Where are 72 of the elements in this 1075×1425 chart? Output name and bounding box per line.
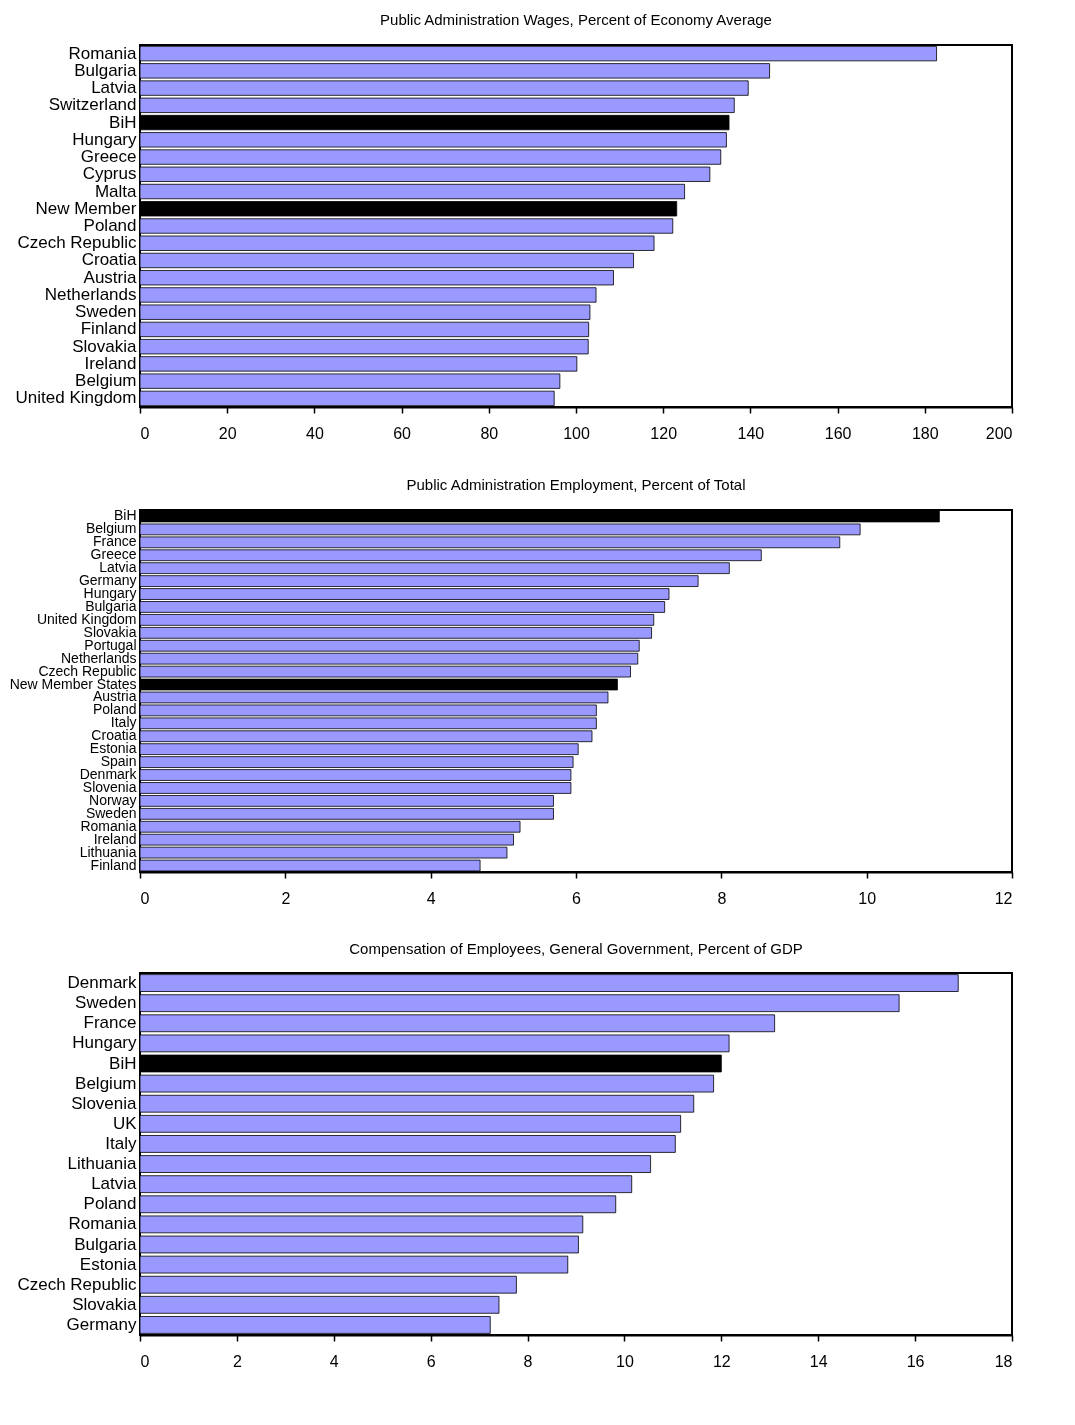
y-tick-label: BiH: [109, 112, 137, 132]
y-tick-label: Slovakia: [72, 1294, 138, 1314]
y-tick-label: France: [83, 1013, 137, 1033]
x-tick-label: 8: [717, 889, 727, 907]
y-tick-label: Latvia: [91, 78, 138, 98]
y-tick-label: Spain: [100, 753, 137, 770]
y-tick-label: Hungary: [72, 1033, 137, 1053]
chart-title: Public Administration Employment, Percent of Total: [406, 475, 746, 493]
x-tick-label: 120: [650, 424, 678, 442]
y-tick-label: Czech Republic: [17, 1274, 137, 1294]
x-tick-label: 100: [563, 424, 590, 442]
x-tick-label: 4: [426, 889, 436, 907]
y-tick-label: Czech Republic: [17, 233, 137, 253]
y-tick-label: Malta: [94, 181, 138, 201]
y-tick-label: Hungary: [72, 129, 137, 149]
y-tick-label: Poland: [83, 1194, 137, 1214]
x-tick-label: 6: [572, 889, 582, 907]
y-tick-label: United Kingdom: [15, 388, 137, 408]
x-tick-label: 8: [523, 1352, 533, 1370]
y-tick-label: Bulgaria: [74, 60, 138, 80]
x-tick-label: 20: [218, 424, 237, 442]
y-tick-label: Slovenia: [71, 1093, 138, 1113]
x-tick-label: 0: [140, 1352, 150, 1370]
y-tick-label: Belgium: [75, 1073, 137, 1093]
x-tick-label: 40: [306, 424, 324, 442]
chart-title: Compensation of Employees, General Government, Percent of GDP: [349, 940, 803, 957]
y-tick-label: UK: [112, 1113, 138, 1133]
x-tick-label: 160: [824, 424, 852, 442]
x-tick-label: 80: [480, 424, 499, 442]
y-tick-label: Germany: [66, 1314, 137, 1334]
y-tick-label: Italy: [110, 714, 137, 731]
y-tick-label: Denmark: [67, 973, 137, 993]
y-tick-label: Croatia: [81, 250, 138, 270]
x-tick-label: 4: [329, 1352, 339, 1370]
y-tick-label: New Member: [35, 198, 137, 218]
x-tick-label: 16: [906, 1352, 925, 1370]
y-tick-label: Greece: [80, 147, 137, 167]
x-tick-label: 200: [985, 424, 1013, 442]
y-tick-label: Sweden: [75, 302, 137, 322]
y-tick-label: Romania: [68, 1214, 138, 1234]
y-tick-label: Slovakia: [72, 336, 138, 356]
x-tick-label: 0: [140, 889, 150, 907]
y-tick-label: Poland: [83, 216, 137, 235]
x-tick-label: 0: [140, 424, 150, 442]
y-tick-label: Netherlands: [44, 284, 137, 304]
x-tick-label: 10: [858, 889, 877, 907]
x-tick-label: 18: [994, 1352, 1013, 1370]
y-tick-label: Cyprus: [82, 164, 137, 184]
x-tick-label: 2: [232, 1352, 242, 1370]
y-tick-label: Finland: [80, 319, 137, 339]
y-tick-label: BiH: [109, 1053, 137, 1073]
y-tick-label: Austria: [83, 267, 138, 287]
y-tick-label: Estonia: [79, 1254, 138, 1274]
y-tick-label: Italy: [105, 1133, 137, 1153]
y-tick-label: Bulgaria: [74, 1234, 138, 1254]
y-tick-label: Ireland: [84, 353, 137, 373]
x-tick-label: 60: [393, 424, 412, 442]
y-tick-label: Romania: [68, 43, 138, 63]
x-tick-label: 180: [911, 424, 939, 442]
chart-title: Public Administration Wages, Percent of Economy Average: [380, 11, 772, 29]
x-tick-label: 140: [737, 424, 765, 442]
y-tick-label: Switzerland: [48, 95, 137, 115]
x-tick-label: 12: [712, 1352, 731, 1370]
x-tick-label: 14: [809, 1352, 828, 1370]
x-tick-label: 12: [994, 889, 1013, 907]
x-tick-label: 2: [281, 889, 291, 907]
x-tick-label: 6: [426, 1352, 436, 1370]
y-tick-label: Sweden: [75, 993, 137, 1013]
y-tick-label: Latvia: [91, 1174, 138, 1194]
y-tick-label: Belgium: [75, 371, 137, 391]
x-tick-label: 10: [616, 1352, 634, 1370]
y-tick-label: Lithuania: [67, 1154, 138, 1174]
